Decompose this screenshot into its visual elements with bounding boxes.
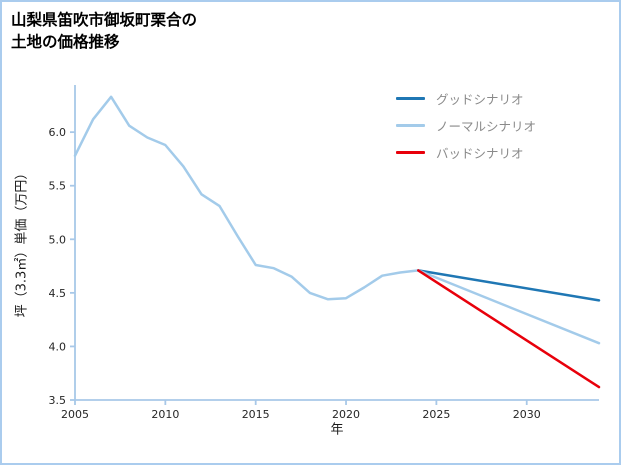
chart-legend: グッドシナリオ ノーマルシナリオ バッドシナリオ <box>396 90 536 161</box>
normal-scenario-line-swatch <box>396 124 425 127</box>
svg-text:2015: 2015 <box>242 408 270 421</box>
legend-label: ノーマルシナリオ <box>436 119 537 134</box>
svg-text:2005: 2005 <box>61 408 89 421</box>
svg-text:4.5: 4.5 <box>49 287 67 300</box>
legend-item-good-scenario: グッドシナリオ <box>396 90 536 107</box>
legend-label: バッドシナリオ <box>436 146 524 161</box>
chart-title-line2: 土地の価格推移 <box>11 33 120 52</box>
legend-item-normal-scenario: ノーマルシナリオ <box>396 117 536 134</box>
x-axis-label: 年 <box>330 422 344 438</box>
good-scenario-line-swatch <box>396 97 425 100</box>
legend-label: グッドシナリオ <box>436 92 524 107</box>
svg-text:2010: 2010 <box>151 408 179 421</box>
svg-text:5.0: 5.0 <box>49 233 67 246</box>
svg-text:2025: 2025 <box>422 408 450 421</box>
legend-item-bad-scenario: バッドシナリオ <box>396 144 536 161</box>
y-axis-label: 坪（3.3㎡）単価（万円） <box>14 166 30 318</box>
bad-scenario-line-swatch <box>396 151 425 154</box>
chart-title: 山梨県笛吹市御坂町栗合の 土地の価格推移 <box>11 9 197 54</box>
svg-text:6.0: 6.0 <box>49 126 67 139</box>
svg-text:2030: 2030 <box>513 408 541 421</box>
svg-text:3.5: 3.5 <box>49 394 67 407</box>
chart-title-line1: 山梨県笛吹市御坂町栗合の <box>11 11 198 29</box>
svg-text:4.0: 4.0 <box>49 340 67 353</box>
svg-text:5.5: 5.5 <box>49 180 67 193</box>
svg-text:2020: 2020 <box>332 408 360 421</box>
